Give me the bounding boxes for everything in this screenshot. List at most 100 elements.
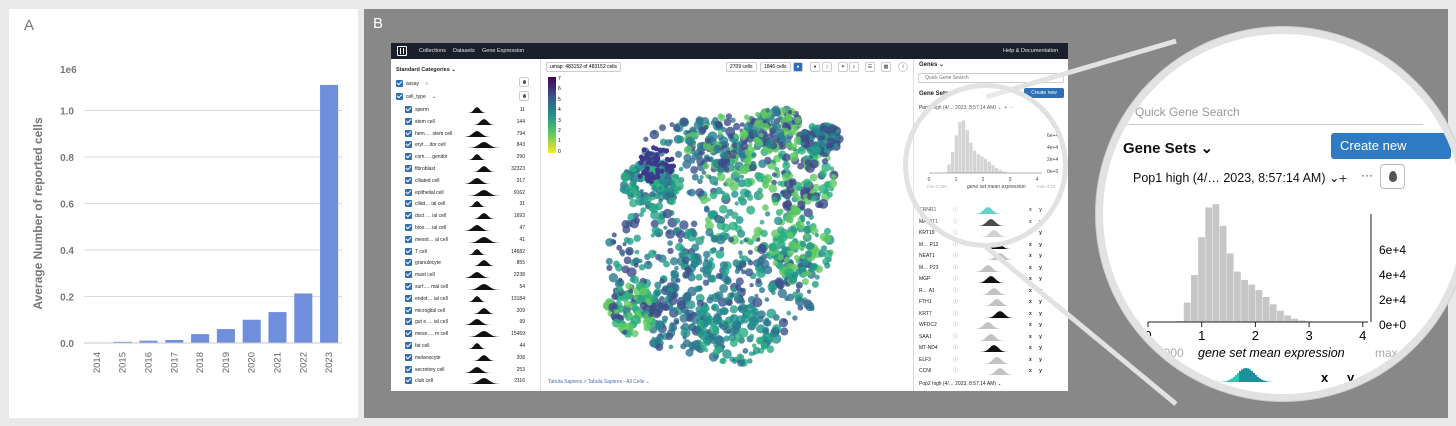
category-assay[interactable]: assay › [396,80,536,90]
gene-row[interactable]: M… P23 ⓘ x y [919,263,1067,273]
info-icon[interactable]: ⓘ [953,368,959,374]
cell-type-row[interactable]: surf…. mal cell 54 [405,283,525,293]
axis-toggle-buttons[interactable]: x y [1029,276,1045,282]
cell-type-row[interactable]: fat cell 44 [405,342,525,352]
zoom-gene-sets-title[interactable]: Gene Sets ⌄ [1123,140,1214,157]
checkbox[interactable] [405,306,412,314]
info-icon[interactable]: ⓘ [953,276,959,282]
cell-type-row[interactable]: gut e…. ial cell 99 [405,318,525,328]
zoom-create-button[interactable]: Create new [1331,133,1451,159]
zoom-icon[interactable]: ⌕ [849,62,859,72]
umap-scatter[interactable] [542,59,912,391]
checkbox[interactable] [405,129,412,137]
cell-type-row[interactable]: mast cell 2238 [405,271,525,281]
checkbox[interactable] [405,176,412,184]
checkbox[interactable] [396,80,403,87]
cell-type-row[interactable]: epithelial cell 9162 [405,188,525,199]
cell-type-row[interactable]: microglial cell 209 [405,306,525,317]
checkbox[interactable] [405,259,412,267]
checkbox[interactable] [405,377,412,385]
checkbox[interactable] [405,224,412,231]
checkbox[interactable] [405,271,412,279]
zoom-search-field[interactable]: Quick Gene Search [1103,99,1423,125]
checkbox[interactable] [405,342,412,349]
gene-row[interactable]: KRT7 ⓘ x y [919,309,1067,319]
checkbox[interactable] [405,106,412,113]
gene-row[interactable]: R… A1 ⓘ x y [919,286,1067,296]
cell-type-row[interactable]: granulocyte 855 [405,259,525,269]
cell-type-row[interactable]: endot… ial cell 13184 [405,294,525,305]
axis-toggle-buttons[interactable]: x y [1029,264,1045,271]
info-icon[interactable]: ⓘ [953,333,959,340]
info-icon[interactable]: ⓘ [953,356,959,363]
cell-type-row[interactable]: com…. genitor 290 [405,153,525,163]
axis-toggle-buttons[interactable]: x y [1029,241,1045,248]
category-cell-type[interactable]: cell_type ⌄ [396,93,536,103]
cell-type-row[interactable]: ciliated cell 317 [405,176,525,187]
gene-row[interactable]: SAA1 ⓘ x y [919,332,1067,342]
lasso-icon[interactable]: ✦ [838,62,848,72]
genes-title[interactable]: Genes ⌄ [919,62,945,68]
info-icon[interactable]: ⓘ [953,241,959,248]
histogram-icon[interactable]: ▩ [881,62,891,72]
gene-row[interactable]: FTH1 ⓘ x y [919,297,1067,307]
axis-toggle-buttons[interactable]: x y [1029,322,1045,328]
zoom-gene-set-header[interactable]: Pop1 high (4/… 2023, 8:57:14 AM) ⌄ [1133,171,1340,185]
checkbox[interactable] [405,235,412,243]
embedding-selector[interactable]: umap: 483152 of 483152 cells [546,62,621,72]
axis-toggle-buttons[interactable]: x y [1029,299,1045,305]
nav-datasets[interactable]: Datasets [453,48,475,54]
gene-search-input[interactable] [918,73,1064,83]
checkbox[interactable] [405,165,412,172]
subset-icon[interactable]: ● [810,62,820,72]
axis-toggle-buttons[interactable]: x y [1029,368,1045,374]
checkbox[interactable] [405,318,412,326]
checkbox[interactable] [405,200,412,208]
cell-type-row[interactable]: bioo…. ial cell 47 [405,224,525,234]
zoom-add-icon[interactable]: + [1339,170,1348,186]
axis-toggle-buttons[interactable]: x y [1029,310,1045,317]
color-by-icon[interactable] [519,77,529,87]
cell-type-row[interactable]: secretory cell 253 [405,365,525,376]
cell-type-row[interactable]: eryt….itor cell 843 [405,141,525,151]
info-icon[interactable]: ⓘ [953,253,959,259]
categories-title[interactable]: Standard Categories ⌄ [396,67,456,73]
cell-type-row[interactable]: sperm 11 [405,106,525,116]
gene-row[interactable]: MGP ⓘ x y [919,274,1067,284]
logo-icon[interactable] [397,46,407,56]
compare-button[interactable]: ● [793,62,803,72]
axis-toggle-buttons[interactable]: x y [1029,333,1045,340]
info-icon[interactable]: ⓘ [953,310,959,317]
unsubset-icon[interactable]: ○ [822,62,832,72]
gene-row[interactable]: NEAT1 ⓘ x y [919,251,1067,261]
axis-toggle-buttons[interactable]: x y [1029,345,1045,351]
gene-row[interactable]: ELF3 ⓘ x y [919,355,1067,365]
checkbox[interactable] [405,330,412,338]
info-icon[interactable]: i [898,62,908,72]
cell-type-row[interactable]: ciliat… ial cell 31 [405,200,525,210]
cell-type-row[interactable]: fibroblast 32323 [405,165,525,175]
axis-toggle-buttons[interactable]: x y [1029,356,1045,363]
info-icon[interactable]: ⓘ [953,264,959,271]
dataset-breadcrumb[interactable]: Tabula Sapiens > Tabula Sapiens - All Ce… [548,379,650,385]
gene-row[interactable]: MT-ND4 ⓘ x y [919,343,1067,353]
checkbox[interactable] [405,141,412,149]
checkbox[interactable] [405,353,412,361]
checkbox[interactable] [405,247,412,255]
cell-type-row[interactable]: melanocyte 208 [405,353,525,364]
checkbox[interactable] [405,365,412,373]
axis-toggle-buttons[interactable]: x y [1029,230,1045,236]
cell-type-row[interactable]: T cell 14682 [405,247,525,258]
checkbox[interactable] [396,93,403,100]
checkbox[interactable] [405,117,412,125]
checkbox[interactable] [405,212,412,220]
info-icon[interactable]: ⓘ [953,299,959,305]
checkbox[interactable] [405,153,412,161]
zoom-color-by-icon[interactable] [1380,164,1405,189]
checkbox[interactable] [405,283,412,290]
cell-type-row[interactable]: mese…. m cell 15459 [405,330,525,340]
axis-toggle-buttons[interactable]: x y [1029,253,1045,259]
checkbox[interactable] [405,294,412,302]
checkbox[interactable] [405,188,412,196]
info-icon[interactable]: ⓘ [953,287,959,294]
